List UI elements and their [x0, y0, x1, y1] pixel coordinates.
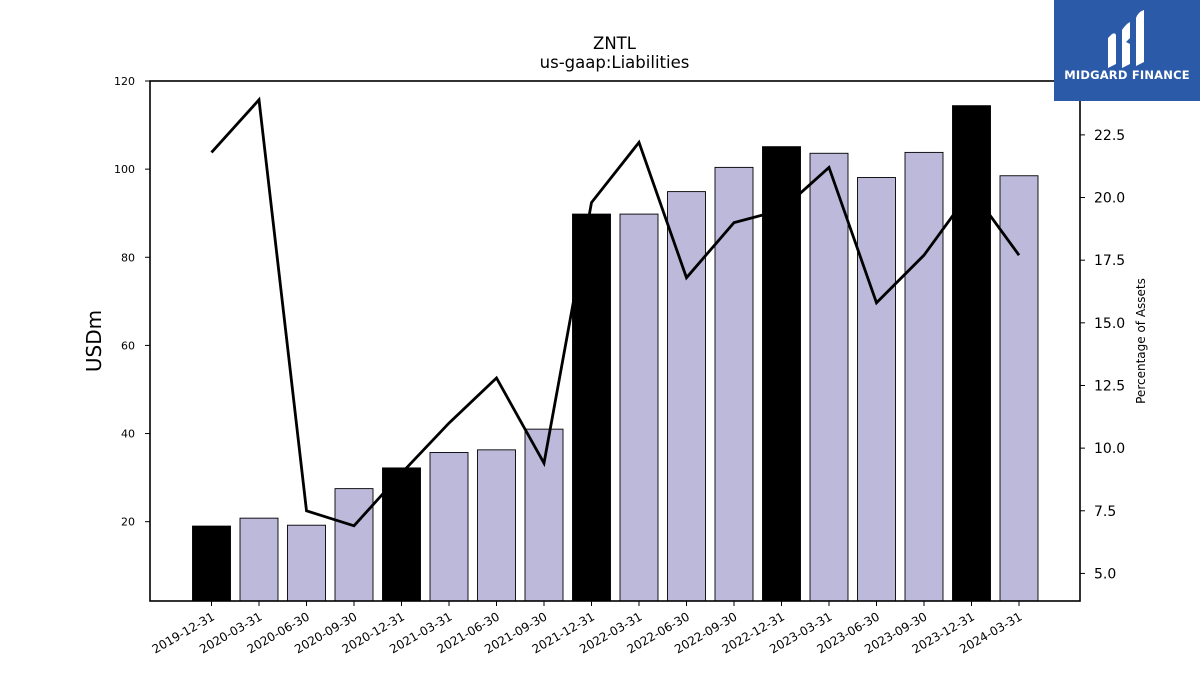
- y-tick-label: 120: [114, 75, 135, 88]
- bar-2022-12-31: [762, 146, 801, 602]
- bar-2021-06-30: [477, 449, 516, 602]
- y-axis-label: USDm: [82, 310, 106, 372]
- bar-2021-09-30: [524, 428, 564, 602]
- y2-tick-label: 22.5: [1094, 128, 1125, 144]
- y-tick-label: 60: [121, 339, 135, 352]
- y2-axis-label: Percentage of Assets: [1134, 278, 1148, 404]
- y2-tick-label: 5.0: [1094, 566, 1116, 582]
- bar-2021-03-31: [429, 452, 469, 602]
- y2-tick-label: 15.0: [1094, 316, 1125, 332]
- y2-tick-label: 17.5: [1094, 253, 1125, 269]
- y2-tick-label: 12.5: [1094, 378, 1125, 394]
- y-tick-label: 20: [121, 516, 135, 529]
- bar-2020-06-30: [287, 524, 326, 602]
- chart-title: ZNTL: [593, 34, 637, 53]
- bar-2023-09-30: [904, 151, 944, 602]
- y2-tick-label: 7.5: [1094, 504, 1116, 520]
- midgard-logo-icon: [1108, 10, 1144, 68]
- bar-2022-09-30: [714, 166, 754, 602]
- y2-tick-label: 10.0: [1094, 441, 1125, 457]
- y2-tick-label: 20.0: [1094, 191, 1125, 207]
- bar-2019-12-31: [192, 525, 231, 602]
- plot-frame: [149, 80, 1081, 602]
- bar-2020-03-31: [239, 517, 279, 602]
- bar-2022-03-31: [619, 213, 659, 602]
- line-series-percentage-of-assets: [210, 96, 1021, 528]
- chart-subtitle: us-gaap:Liabilities: [540, 53, 690, 72]
- bar-2022-06-30: [667, 191, 706, 602]
- bar-2020-09-30: [334, 488, 374, 602]
- y-tick-label: 40: [121, 428, 135, 441]
- bar-2023-03-31: [809, 152, 849, 602]
- bar-2023-12-31: [952, 105, 991, 602]
- bar-2024-03-31: [999, 175, 1039, 602]
- bar-2023-06-30: [857, 177, 896, 602]
- logo-text: MIDGARD FINANCE: [1064, 68, 1190, 82]
- logo: MIDGARD FINANCE: [1054, 0, 1200, 101]
- y-tick-label: 80: [121, 251, 135, 264]
- bar-2020-12-31: [382, 467, 421, 602]
- y-tick-label: 100: [114, 163, 135, 176]
